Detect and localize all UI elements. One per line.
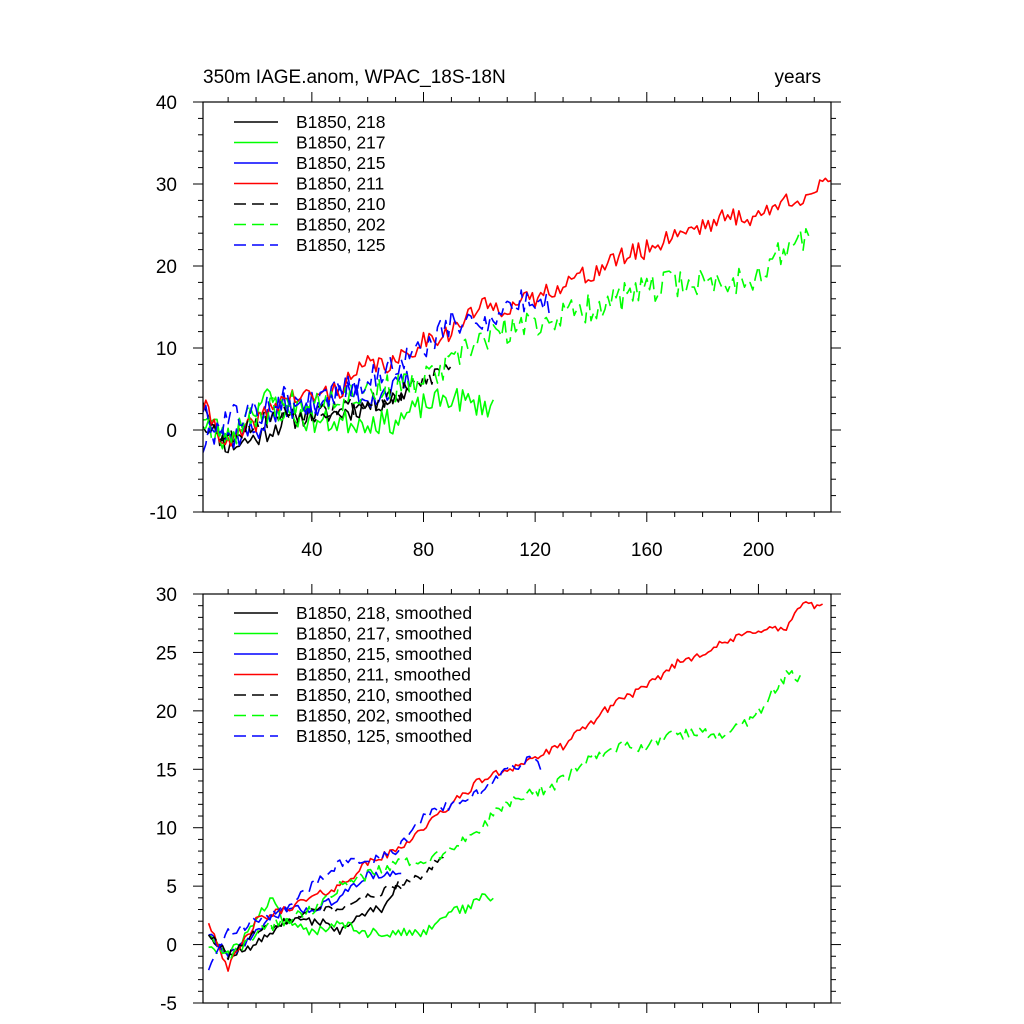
y-axis: -5 0 5 10 15 20 25 30 — [156, 585, 841, 1015]
chart-title: 350m IAGE.anom, WPAC_18S-18N — [203, 67, 506, 88]
series-line-4 — [203, 177, 831, 447]
legend-label: B1850, 211, smoothed — [296, 665, 471, 685]
series-line-3 — [208, 870, 402, 958]
y-tick-label: 40 — [156, 93, 177, 114]
y-axis: -10 0 10 20 30 40 — [150, 93, 841, 524]
y-tick-label: 30 — [156, 175, 177, 196]
series-line-1 — [203, 387, 411, 454]
series-line-7 — [207, 755, 542, 971]
series-line-6 — [203, 228, 810, 450]
legend-label: B1850, 217, smoothed — [296, 624, 472, 644]
series-line-2 — [208, 893, 494, 956]
legend-label: B1850, 217 — [296, 133, 386, 153]
series-line-5 — [203, 364, 453, 445]
x-tick-label: 120 — [519, 540, 551, 561]
y-tick-label: 10 — [156, 339, 177, 360]
legend-label: B1850, 125 — [296, 235, 386, 255]
y-tick-label: 20 — [156, 257, 177, 278]
series-line-4 — [207, 601, 823, 972]
legend-label: B1850, 210 — [296, 194, 386, 214]
top-panel: 40 80 120 160 200 -10 0 10 20 30 40 350m IAGE.anom,… — [150, 67, 841, 561]
y-tick-label: 0 — [166, 936, 177, 957]
legend-label: B1850, 218, smoothed — [296, 603, 472, 623]
y-tick-label: 10 — [156, 819, 177, 840]
y-tick-label: 20 — [156, 702, 177, 723]
plot-frame — [202, 101, 832, 513]
x-axis — [227, 584, 815, 1013]
legend-label: B1850, 202, smoothed — [296, 706, 472, 726]
x-tick-label: 160 — [631, 540, 663, 561]
y-tick-label: 5 — [166, 877, 177, 898]
y-tick-label: -10 — [150, 503, 177, 524]
legend-label: B1850, 215 — [296, 153, 386, 173]
y-tick-label: 30 — [156, 585, 177, 606]
y-tick-label: 0 — [166, 421, 177, 442]
series-line-1 — [208, 884, 402, 957]
plot-area — [203, 177, 831, 454]
legend-label: B1850, 218 — [296, 112, 386, 132]
legend-label: B1850, 202 — [296, 215, 386, 235]
plot-frame — [202, 593, 832, 1004]
x-tick-label: 40 — [301, 540, 322, 561]
x-tick-label: 200 — [743, 540, 775, 561]
y-tick-label: -5 — [160, 994, 177, 1015]
series-line-7 — [203, 289, 550, 453]
chart-right-title: years — [775, 67, 821, 88]
series-line-5 — [207, 851, 447, 961]
legend-label: B1850, 210, smoothed — [296, 685, 472, 705]
series-line-6 — [208, 669, 802, 960]
legend-label: B1850, 125, smoothed — [296, 726, 472, 746]
y-tick-label: 25 — [156, 643, 177, 664]
y-tick-label: 15 — [156, 760, 177, 781]
plot-area — [207, 601, 823, 972]
legend-label: B1850, 211 — [296, 174, 384, 194]
legend-label: B1850, 215, smoothed — [296, 644, 472, 664]
x-axis: 40 80 120 160 200 — [227, 92, 815, 561]
x-tick-label: 80 — [413, 540, 434, 561]
